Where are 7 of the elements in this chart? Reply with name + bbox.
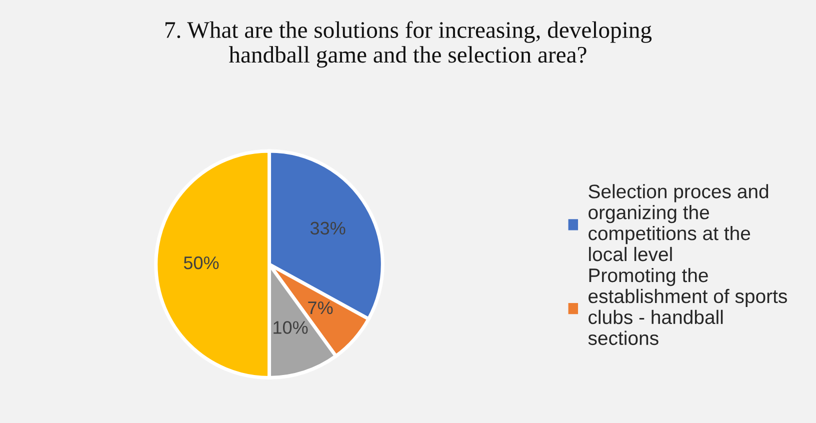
data-label: 7% [308, 301, 333, 314]
legend-label: Selection proces and organizing the competitions at the local level [588, 184, 768, 262]
data-label: 10% [274, 321, 308, 334]
legend-label: Promoting the establishment of sports clubs - handball sections [588, 268, 787, 346]
chart-title: 7. What are the solutions for increasing, developing handball game and the selection area? [166, 21, 652, 68]
data-label: 33% [310, 222, 346, 235]
data-label: 50% [184, 256, 219, 270]
